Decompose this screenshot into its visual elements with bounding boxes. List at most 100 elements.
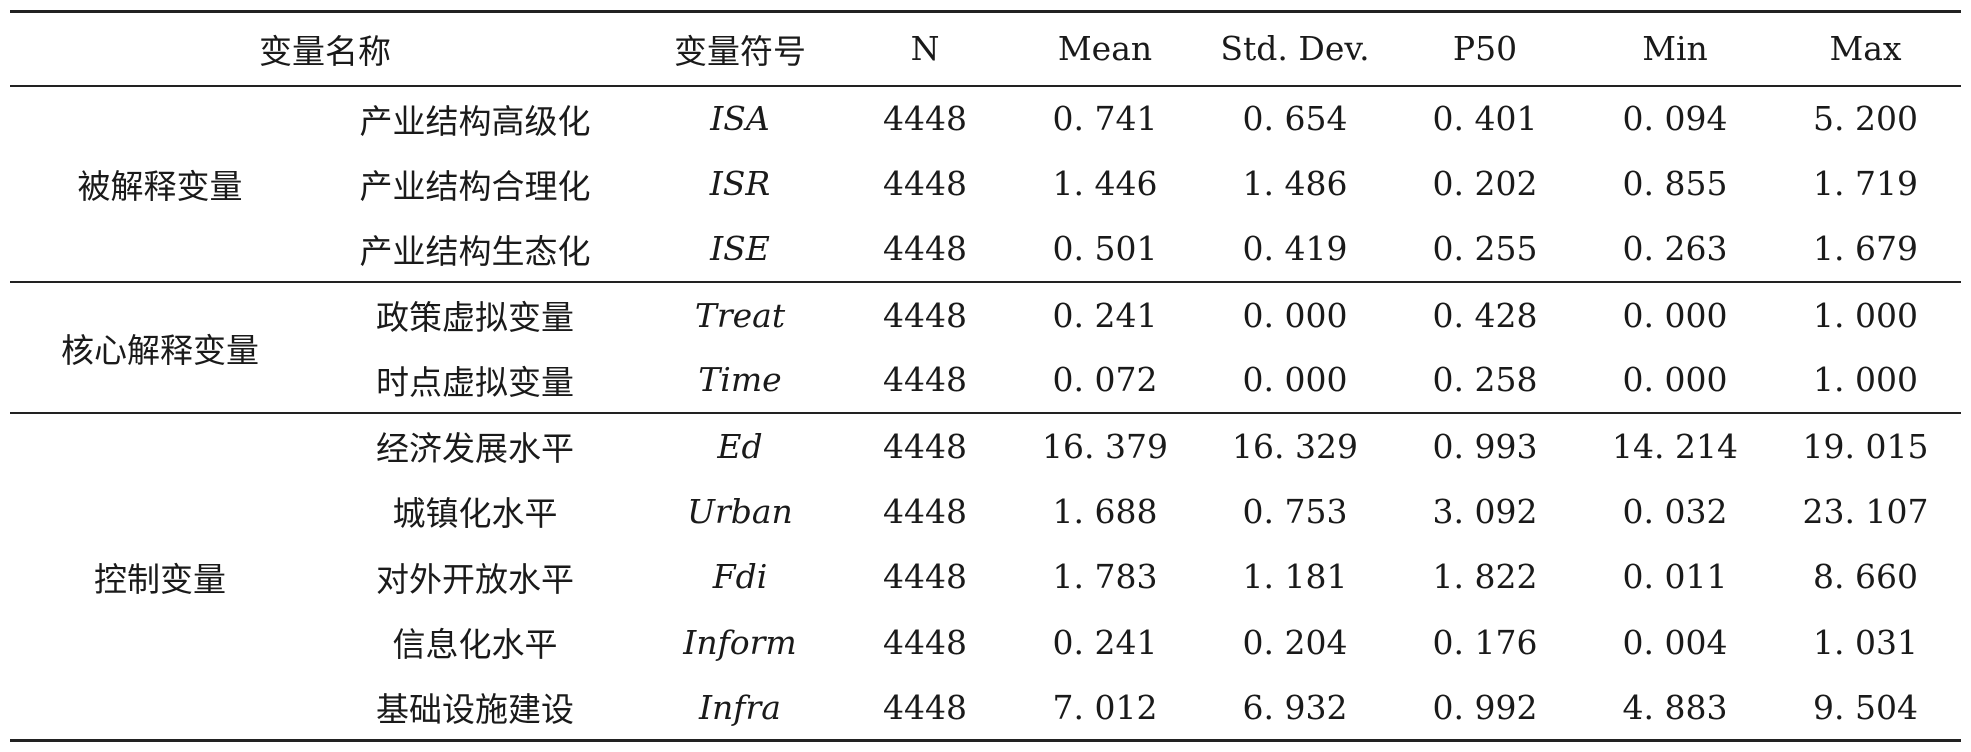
min-cell: 0. 855 <box>1622 164 1728 204</box>
variable-symbol-cell: Fdi <box>712 557 768 597</box>
variable-symbol-cell: Inform <box>683 622 797 662</box>
table-row: 产业结构生态化 ISE 4448 0. 501 0. 419 0. 255 0. 263 1.… <box>10 217 1961 283</box>
max-cell: 23. 107 <box>1802 491 1929 531</box>
max-cell: 1. 031 <box>1813 622 1918 662</box>
min-cell: 4. 883 <box>1622 687 1728 727</box>
min-cell: 0. 263 <box>1622 229 1728 269</box>
max-cell: 1. 000 <box>1813 360 1918 400</box>
table-row: 基础设施建设 Infra 4448 7. 012 6. 932 0. 992 4. 883 9… <box>10 675 1961 741</box>
std-dev-cell: 1. 181 <box>1242 557 1348 597</box>
p50-cell: 1. 822 <box>1432 557 1538 597</box>
min-cell: 0. 032 <box>1622 491 1728 531</box>
mean-cell: 16. 379 <box>1042 426 1168 466</box>
mean-cell: 0. 741 <box>1052 99 1158 139</box>
min-cell: 0. 000 <box>1622 360 1728 400</box>
std-dev-cell: 1. 486 <box>1242 164 1348 204</box>
std-dev-cell: 0. 654 <box>1242 99 1348 139</box>
max-cell: 8. 660 <box>1813 557 1918 597</box>
mean-cell: 0. 241 <box>1052 622 1158 662</box>
mean-cell: 0. 501 <box>1052 229 1158 269</box>
n-cell: 4448 <box>883 426 967 466</box>
table-row: 时点虚拟变量 Time 4448 0. 072 0. 000 0. 258 0. 000 1.… <box>10 348 1961 414</box>
std-dev-cell: 0. 753 <box>1242 491 1348 531</box>
variable-symbol-cell: Infra <box>699 687 781 727</box>
n-cell: 4448 <box>883 360 967 400</box>
header-p50: P50 <box>1452 29 1518 69</box>
variable-symbol-cell: ISE <box>710 229 770 269</box>
header-variable-symbol: 变量符号 <box>674 31 806 71</box>
mean-cell: 0. 241 <box>1052 295 1158 335</box>
variable-name-cell: 时点虚拟变量 <box>376 362 574 402</box>
n-cell: 4448 <box>883 687 967 727</box>
mean-cell: 0. 072 <box>1052 360 1158 400</box>
std-dev-cell: 0. 419 <box>1242 229 1348 269</box>
table-row: 被解释变量 产业结构高级化 ISA 4448 0. 741 0. 654 0. 401 0. … <box>10 86 1961 206</box>
max-cell: 9. 504 <box>1813 687 1918 727</box>
variable-name-cell: 产业结构生态化 <box>359 231 591 271</box>
p50-cell: 0. 255 <box>1432 229 1538 269</box>
max-cell: 1. 679 <box>1813 229 1918 269</box>
variable-name-cell: 对外开放水平 <box>376 559 574 599</box>
p50-cell: 0. 993 <box>1432 426 1538 466</box>
std-dev-cell: 16. 329 <box>1232 426 1358 466</box>
variable-name-cell: 产业结构高级化 <box>359 101 591 141</box>
variable-group-label: 被解释变量 <box>77 166 243 206</box>
header-mean: Mean <box>1057 29 1153 69</box>
p50-cell: 0. 202 <box>1432 164 1538 204</box>
table-row: 对外开放水平 Fdi 4448 1. 783 1. 181 1. 822 0. 011 8. … <box>10 544 1961 610</box>
variable-name-cell: 信息化水平 <box>392 625 558 665</box>
variable-symbol-cell: ISA <box>710 99 770 139</box>
mean-cell: 1. 688 <box>1052 491 1158 531</box>
table-row: 信息化水平 Inform 4448 0. 241 0. 204 0. 176 0. 004 1… <box>10 610 1961 676</box>
n-cell: 4448 <box>883 99 967 139</box>
header-variable-name: 变量名称 <box>259 31 391 71</box>
std-dev-cell: 0. 000 <box>1242 360 1348 400</box>
min-cell: 0. 094 <box>1622 99 1728 139</box>
table-row: 城镇化水平 Urban 4448 1. 688 0. 753 3. 092 0. 032 23… <box>10 479 1961 545</box>
max-cell: 19. 015 <box>1802 426 1929 466</box>
header-std-dev: Std. Dev. <box>1220 29 1370 69</box>
n-cell: 4448 <box>883 229 967 269</box>
p50-cell: 0. 401 <box>1432 99 1538 139</box>
n-cell: 4448 <box>883 164 967 204</box>
variable-name-cell: 政策虚拟变量 <box>376 298 574 338</box>
p50-cell: 0. 176 <box>1432 622 1538 662</box>
p50-cell: 0. 258 <box>1432 360 1538 400</box>
std-dev-cell: 0. 204 <box>1242 622 1348 662</box>
variable-name-cell: 经济发展水平 <box>376 429 574 469</box>
table-body: 被解释变量 产业结构高级化 ISA 4448 0. 741 0. 654 0. 401 0. … <box>10 86 1961 741</box>
max-cell: 1. 000 <box>1813 295 1918 335</box>
variable-symbol-cell: Ed <box>717 426 763 466</box>
mean-cell: 1. 783 <box>1052 557 1158 597</box>
table-row: 控制变量 经济发展水平 Ed 4448 16. 379 16. 329 0. 993 14. … <box>10 413 1961 599</box>
table-header: 变量名称 变量符号 N Mean Std. Dev. P50 Min Max <box>10 11 1961 86</box>
n-cell: 4448 <box>883 295 967 335</box>
p50-cell: 0. 428 <box>1432 295 1538 335</box>
mean-cell: 7. 012 <box>1052 687 1158 727</box>
descriptive-statistics-table: 变量名称 变量符号 N Mean Std. Dev. P50 Min Max 被… <box>10 10 1961 742</box>
min-cell: 0. 011 <box>1622 557 1728 597</box>
table-row: 产业结构合理化 ISR 4448 1. 446 1. 486 0. 202 0. 855 1.… <box>10 151 1961 217</box>
n-cell: 4448 <box>883 491 967 531</box>
variable-group-label: 控制变量 <box>94 559 226 599</box>
p50-cell: 3. 092 <box>1432 491 1538 531</box>
variable-name-cell: 基础设施建设 <box>376 690 574 729</box>
descriptive-statistics-table-container: 变量名称 变量符号 N Mean Std. Dev. P50 Min Max 被… <box>10 10 1961 742</box>
header-n: N <box>910 29 940 69</box>
variable-group-label: 核心解释变量 <box>61 330 259 370</box>
max-cell: 5. 200 <box>1813 99 1918 139</box>
min-cell: 14. 214 <box>1612 426 1738 466</box>
min-cell: 0. 000 <box>1622 295 1728 335</box>
n-cell: 4448 <box>883 622 967 662</box>
header-row: 变量名称 变量符号 N Mean Std. Dev. P50 Min Max <box>10 11 1961 86</box>
table-row: 核心解释变量 政策虚拟变量 Treat 4448 0. 241 0. 000 0. 428 0… <box>10 282 1961 370</box>
std-dev-cell: 6. 932 <box>1242 687 1348 727</box>
min-cell: 0. 004 <box>1622 622 1728 662</box>
std-dev-cell: 0. 000 <box>1242 295 1348 335</box>
header-max: Max <box>1829 29 1902 69</box>
variable-name-cell: 产业结构合理化 <box>359 166 591 206</box>
max-cell: 1. 719 <box>1813 164 1918 204</box>
header-min: Min <box>1642 29 1708 69</box>
variable-symbol-cell: Time <box>698 360 782 400</box>
p50-cell: 0. 992 <box>1432 687 1538 727</box>
